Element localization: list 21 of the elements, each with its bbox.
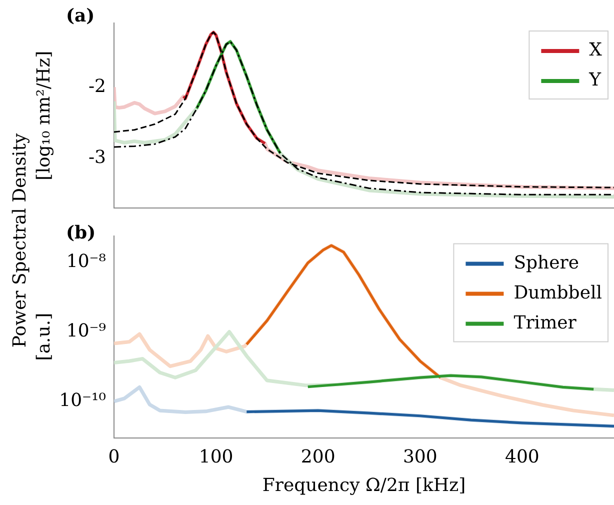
chart-title: (b) bbox=[66, 222, 96, 244]
x-axis-title: Frequency Ω/2π [kHz] bbox=[262, 474, 466, 496]
y-tick-label: 10⁻⁸ bbox=[66, 250, 106, 272]
y-tick-label: -3 bbox=[88, 147, 106, 168]
y-tick-label: 10⁻¹⁰ bbox=[59, 390, 106, 412]
x-tick-label: 200 bbox=[300, 446, 336, 468]
x-tick-label: 400 bbox=[504, 446, 540, 468]
legend-label: Dumbbell bbox=[514, 282, 602, 304]
text: Power Spectral Density bbox=[10, 132, 30, 350]
chart-title: (a) bbox=[66, 6, 95, 27]
x-tick-label: 0 bbox=[108, 446, 120, 468]
legend-label: Y bbox=[588, 70, 602, 91]
legend-label: X bbox=[589, 40, 602, 61]
y-tick-label: 10⁻⁹ bbox=[66, 320, 106, 342]
legend-label: Trimer bbox=[514, 312, 577, 334]
x-tick-label: 300 bbox=[402, 446, 438, 468]
y-axis-title: [a.u.] bbox=[33, 312, 54, 361]
legend-label: Sphere bbox=[514, 252, 580, 274]
x-tick-label: 100 bbox=[198, 446, 234, 468]
y-axis-title: [log₁₀ nm²/Hz] bbox=[33, 50, 54, 180]
y-tick-label: -2 bbox=[88, 76, 106, 97]
